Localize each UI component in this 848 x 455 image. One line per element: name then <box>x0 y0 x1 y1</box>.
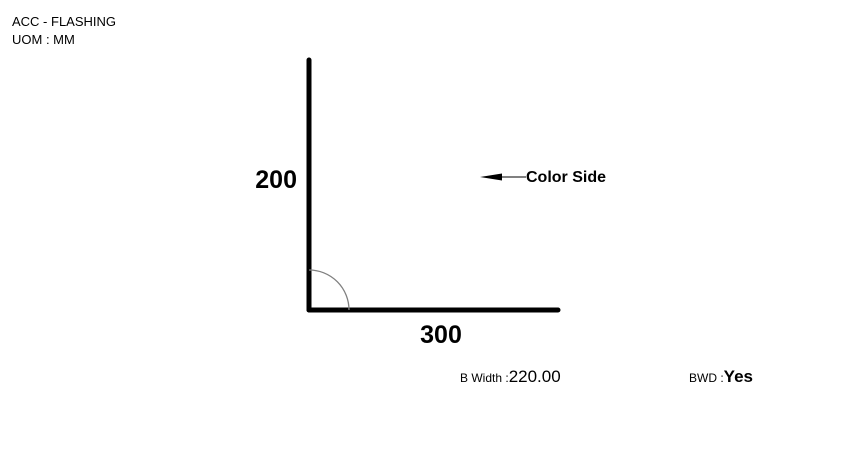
unit-of-measure: UOM : MM <box>12 32 75 47</box>
b-width-value: 220.00 <box>508 367 561 386</box>
bwd-field: BWD :Yes <box>689 367 753 387</box>
angle-arc <box>308 269 350 311</box>
arrow-left-icon <box>480 173 502 181</box>
horizontal-length-label: 300 <box>420 321 462 349</box>
color-side-label: Color Side <box>526 169 606 186</box>
b-width-label: B Width : <box>460 371 509 385</box>
vertical-length-label: 200 <box>255 166 297 194</box>
drawing-title: ACC - FLASHING <box>12 14 117 29</box>
bwd-label: BWD : <box>689 371 724 385</box>
b-width-field: B Width :220.00 <box>460 367 561 387</box>
bwd-value: Yes <box>723 367 753 386</box>
drawing-header: ACC - FLASHING UOM : MM <box>12 13 116 49</box>
